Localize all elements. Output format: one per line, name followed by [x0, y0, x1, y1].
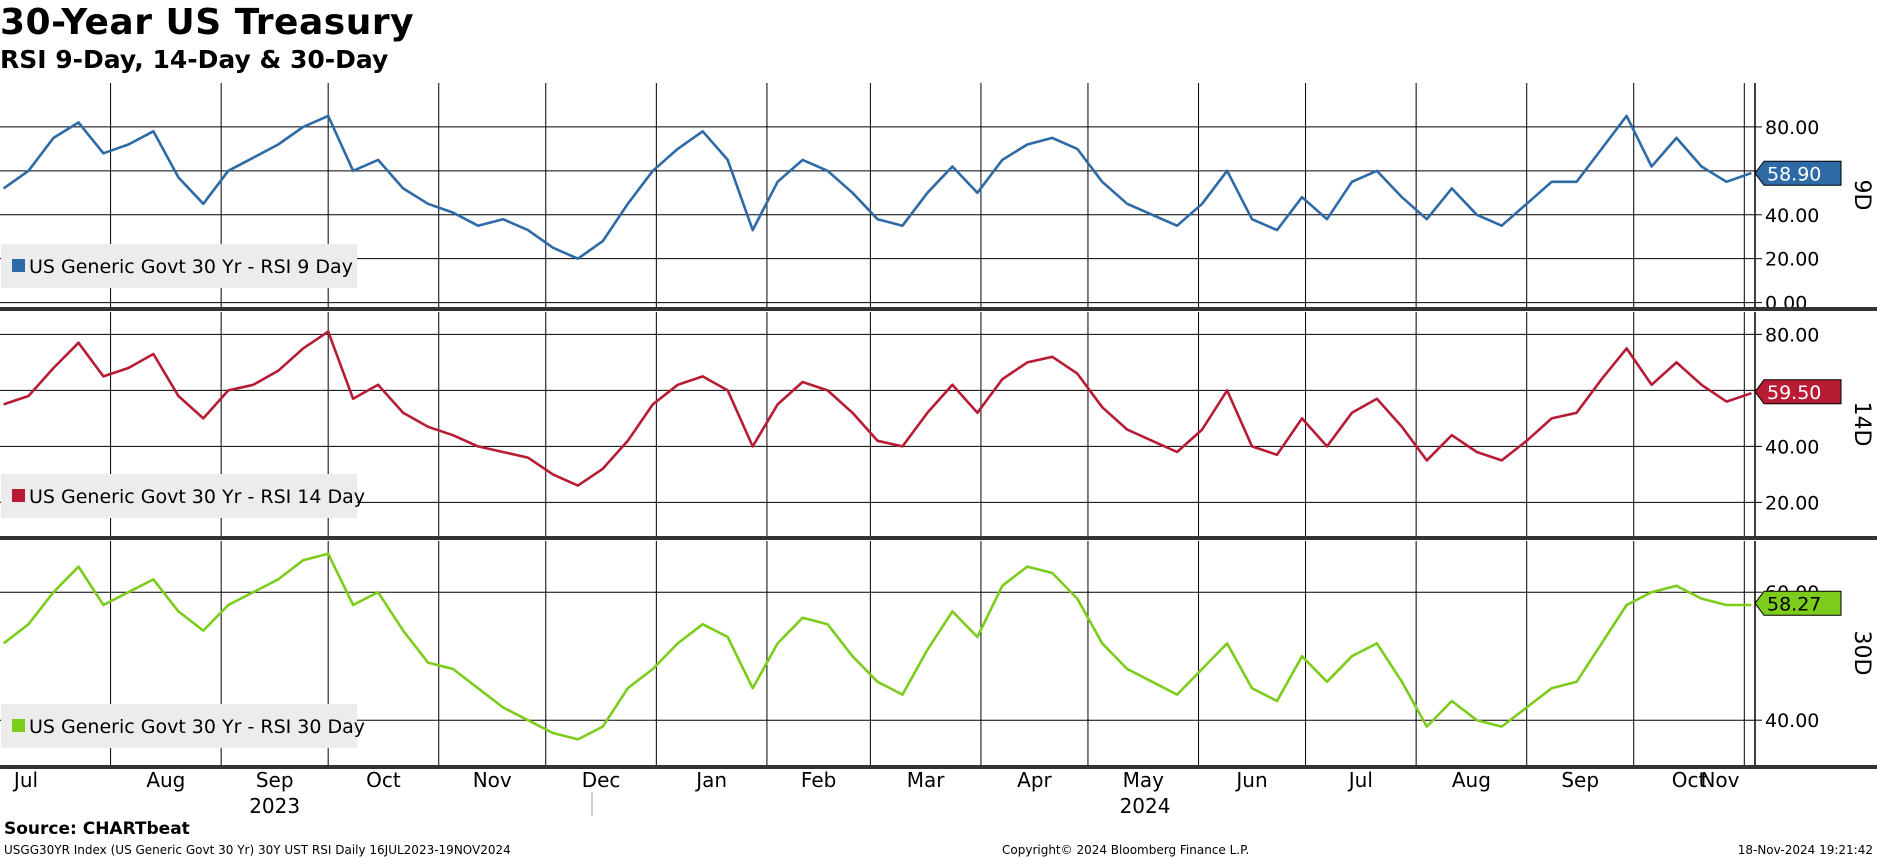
panel-label: 30D	[1849, 631, 1874, 676]
y-tick-label: 40.00	[1765, 436, 1819, 458]
timestamp-text: 18-Nov-2024 19:21:42	[1737, 843, 1873, 857]
x-year-label: 2023	[249, 794, 300, 818]
x-month-label: Mar	[907, 768, 946, 792]
ticker-description: USGG30YR Index (US Generic Govt 30 Yr) 3…	[4, 843, 511, 857]
x-month-label: Jan	[694, 768, 727, 792]
last-value-tag	[1754, 379, 1842, 405]
x-month-label: Jul	[1347, 768, 1373, 792]
x-month-label: Nov	[1700, 768, 1739, 792]
x-month-label: Aug	[146, 768, 185, 792]
legend-swatch	[12, 489, 25, 502]
x-month-label: Jul	[12, 768, 38, 792]
x-month-label: Sep	[256, 768, 294, 792]
legend-label: US Generic Govt 30 Yr - RSI 14 Day	[29, 486, 365, 508]
x-month-label: Aug	[1452, 768, 1491, 792]
panel-label: 9D	[1849, 180, 1874, 211]
y-tick-label: 40.00	[1765, 205, 1819, 227]
last-value-label: 58.90	[1767, 163, 1821, 185]
x-month-label: Sep	[1561, 768, 1599, 792]
legend-box	[1, 244, 357, 288]
y-tick-label: 20.00	[1765, 249, 1819, 271]
series-line-9d	[2, 114, 1752, 261]
last-value-label: 59.50	[1767, 382, 1821, 404]
x-month-label: Feb	[801, 768, 836, 792]
panel-separator	[0, 307, 1877, 311]
x-month-label: Apr	[1017, 768, 1052, 792]
y-tick-label: 20.00	[1765, 492, 1819, 514]
x-month-label: Nov	[473, 768, 512, 792]
legend-swatch	[12, 719, 25, 732]
chart-subtitle: RSI 9-Day, 14-Day & 30-Day	[0, 45, 389, 74]
x-month-label: Oct	[1672, 768, 1707, 792]
panel-14d: 20.00 40.00 80.00 59.50 14D US Generic Govt 3…	[0, 312, 1877, 540]
legend-swatch	[12, 259, 25, 272]
chart-title: 30-Year US Treasury	[0, 2, 415, 43]
legend-box	[1, 474, 357, 518]
last-value-tag	[1754, 590, 1842, 616]
legend-label: US Generic Govt 30 Yr - RSI 9 Day	[29, 256, 353, 278]
y-tick-label: 80.00	[1765, 324, 1819, 346]
panel-9d: 0.00 20.00 40.00 80.00 58.90 9D US Generic Gov…	[0, 83, 1877, 315]
series-line-30d	[2, 552, 1752, 741]
source-label: Source: CHARTbeat	[4, 819, 190, 839]
last-value-label: 58.27	[1767, 593, 1821, 615]
x-month-label: Jun	[1234, 768, 1267, 792]
x-month-label: Dec	[582, 768, 621, 792]
y-tick-label: 40.00	[1765, 710, 1819, 732]
y-tick-label: 80.00	[1765, 117, 1819, 139]
y-tick-label: 0.00	[1765, 293, 1807, 315]
legend-box	[1, 704, 357, 748]
legend-label: US Generic Govt 30 Yr - RSI 30 Day	[29, 716, 365, 738]
last-value-tag	[1754, 160, 1842, 186]
x-year-label: 2024	[1120, 794, 1171, 818]
panel-separator	[0, 536, 1877, 540]
x-month-label: May	[1123, 768, 1165, 792]
copyright-text: Copyright© 2024 Bloomberg Finance L.P.	[1002, 843, 1250, 857]
x-month-label: Oct	[366, 768, 401, 792]
series-line-14d	[3, 330, 1752, 487]
panel-separator	[0, 765, 1877, 769]
panel-label: 14D	[1849, 402, 1874, 447]
